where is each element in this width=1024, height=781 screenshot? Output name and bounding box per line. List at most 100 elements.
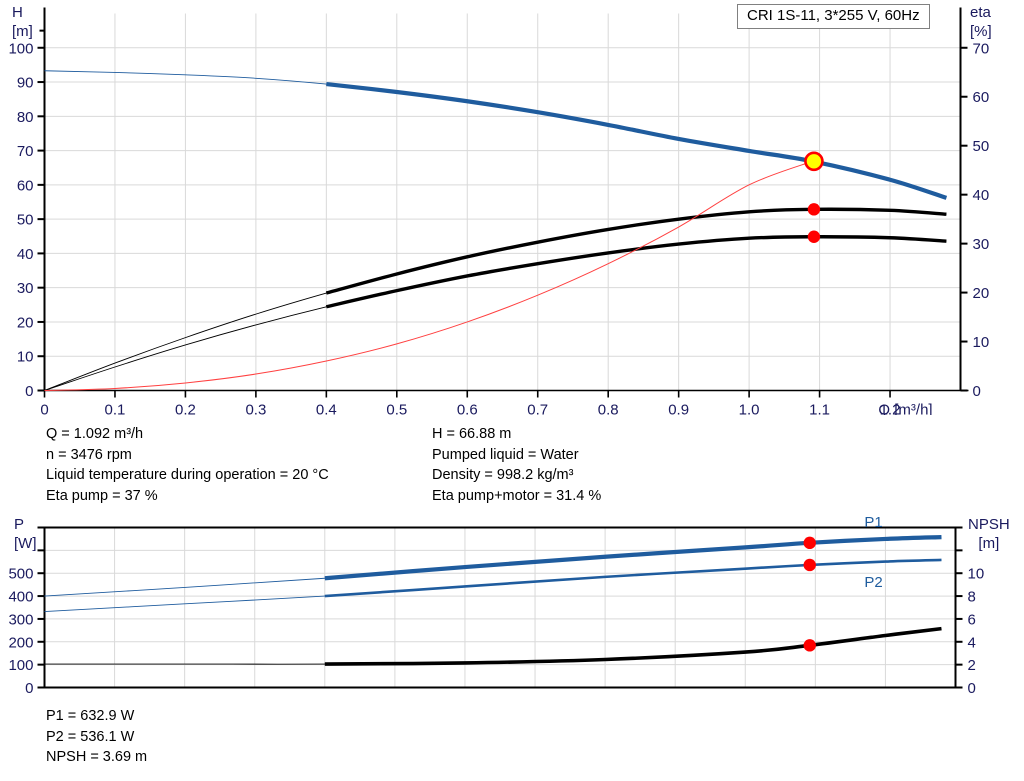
top-x-tick-label: 0.3 [245,402,266,416]
chart-title: CRI 1S-11, 3*255 V, 60Hz [747,7,920,24]
top-left-axis-title: H [m] [12,3,33,41]
top-x-tick-label: 1.2 [880,402,901,416]
top-y2-tick-label: 40 [973,187,990,204]
bottom-chart-tick-labels: 0 100 200 300 400 500 0 2 4 6 8 10 [8,566,984,697]
top-chart-gridlines [44,13,961,391]
duty-point-p2 [803,558,816,572]
bottom-y-tick-label: 100 [8,657,33,674]
info-q: Q = 1.092 m³/h [46,426,144,442]
duty-point-p1 [803,536,816,550]
top-x-axis-label: Q [m³/h] [878,402,932,416]
top-chart-tick-labels: 0 10 20 30 40 50 60 70 80 90 100 0 10 20 30 40 50 60 70 0 0.… [8,40,989,415]
duty-point-npsh [803,639,816,652]
curve-thin [44,236,947,391]
curve-thin [44,70,947,199]
bottom-left-axis-unit: [W] [14,535,37,552]
top-y-tick-label: 60 [17,177,34,194]
top-y-tick-label: 40 [17,246,34,263]
duty-point-eta-pump [807,203,821,216]
bottom-right-axis-title: NPSH [m] [968,515,1010,553]
p2-curve-label: P2 [864,574,882,591]
bottom-y-tick-label: 200 [8,634,33,651]
bottom-chart-curves [44,535,942,666]
top-x-tick-label: 0 [40,402,48,416]
curve-bold [324,558,942,598]
top-x-tick-label: 0.5 [386,402,407,416]
curve-bold [324,535,942,581]
top-y2-tick-label: 0 [973,383,981,400]
info-eta-pump: Eta pump = 37 % [46,487,158,504]
info-eta-pump-motor: Eta pump+motor = 31.4 % [432,487,602,504]
top-x-tick-label: 0.8 [598,402,619,416]
top-y2-tick-label: 70 [973,40,990,57]
top-chart-markers [804,151,824,243]
bottom-y-tick-label: 500 [8,566,33,583]
bottom-y2-tick-label: 10 [968,566,985,583]
bottom-chart-markers [803,536,816,652]
top-x-tick-label: 0.2 [175,402,196,416]
bottom-y2-tick-label: 4 [968,634,976,651]
bottom-chart-gridlines [44,527,956,688]
curve-bold [325,207,947,295]
info-density: Density = 998.2 kg/m³ [432,467,574,483]
top-y2-tick-label: 60 [973,89,990,106]
duty-point-head [804,151,824,172]
top-y2-tick-label: 30 [973,236,990,253]
top-x-tick-label: 0.7 [527,402,548,416]
chart-title-box: CRI 1S-11, 3*255 V, 60Hz [737,4,930,29]
top-y2-tick-label: 50 [973,138,990,155]
bottom-y-tick-label: 300 [8,611,33,628]
operating-info-right: H = 66.88 m Pumped liquid = Water Densit… [432,424,601,506]
bottom-chart-frame [37,526,963,689]
top-y-tick-label: 30 [17,280,34,297]
top-y2-tick-label: 20 [973,285,990,302]
curve-bold [324,626,942,666]
info-pumped-liquid: Pumped liquid = Water [432,446,579,463]
curve-bold [325,235,947,309]
bottom-y2-tick-label: 2 [968,657,976,674]
bottom-y2-tick-label: 0 [968,680,976,697]
info-h: H = 66.88 m [432,426,512,442]
top-y-tick-label: 100 [8,40,33,57]
top-left-axis-name: H [12,4,23,21]
bottom-left-axis-title: P [W] [14,515,37,553]
top-left-axis-unit: [m] [12,23,33,40]
bottom-right-axis-name: NPSH [968,516,1010,533]
top-chart-frame [37,7,969,398]
top-x-tick-label: 0.6 [457,402,478,416]
power-info-block: P1 = 632.9 W P2 = 536.1 W NPSH = 3.69 m [46,706,147,768]
duty-point-eta-pump-motor [807,230,821,243]
top-x-tick-label: 0.4 [316,402,337,416]
info-p2: P2 = 536.1 W [46,728,135,745]
top-y2-tick-label: 10 [973,334,990,351]
top-x-tick-label: 1.0 [739,402,760,416]
top-y-tick-label: 10 [17,349,34,366]
top-y-tick-label: 0 [25,383,33,400]
bottom-y2-tick-label: 6 [968,611,976,628]
info-n: n = 3476 rpm [46,446,132,463]
top-right-axis-name: eta [970,4,991,21]
curve-bold [326,82,948,200]
top-y-tick-label: 70 [17,143,34,160]
top-y-tick-label: 80 [17,109,34,126]
bottom-right-axis-unit: [m] [978,535,1000,552]
top-right-axis-title: eta [%] [970,3,992,41]
head-eta-chart: 0 10 20 30 40 50 60 70 80 90 100 0 10 20 30 40 50 60 70 0 0.… [8,7,989,415]
bottom-y2-tick-label: 8 [968,589,976,606]
curve-thin [44,160,813,391]
p1-curve-label: P1 [864,514,882,531]
top-right-axis-unit: [%] [970,23,992,40]
top-y-tick-label: 20 [17,314,34,331]
operating-info-left: Q = 1.092 m³/h n = 3476 rpm Liquid tempe… [46,424,329,506]
top-x-tick-label: 1.1 [809,402,830,416]
top-y-tick-label: 90 [17,75,34,92]
power-npsh-chart: 0 100 200 300 400 500 0 2 4 6 8 10 P1 P2 [8,514,984,697]
info-p1: P1 = 632.9 W [46,708,135,724]
info-npsh: NPSH = 3.69 m [46,749,148,765]
info-liquid-temperature: Liquid temperature during operation = 20… [46,467,329,483]
top-x-tick-label: 0.1 [105,402,126,416]
top-y-tick-label: 50 [17,212,34,229]
top-chart-curves [44,70,948,391]
bottom-y-tick-label: 0 [25,680,33,697]
